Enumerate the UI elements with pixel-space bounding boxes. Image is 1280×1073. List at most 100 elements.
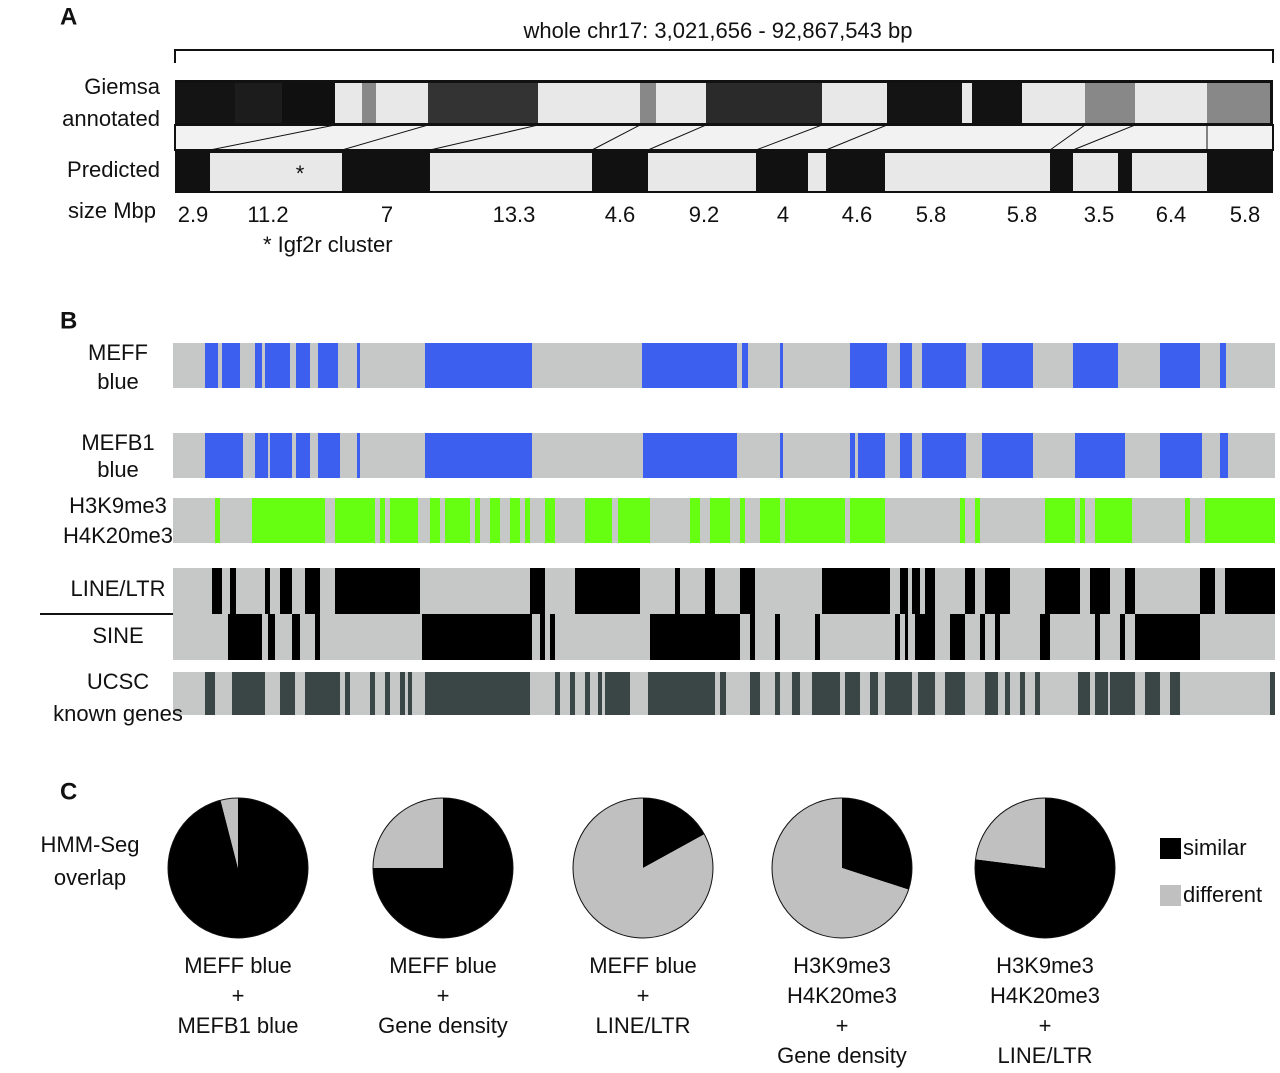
giemsa-band	[282, 83, 335, 123]
segment	[385, 672, 390, 715]
caption: +	[232, 983, 245, 1008]
segment	[1270, 672, 1275, 715]
segment	[1185, 498, 1190, 543]
pie-slice	[373, 798, 443, 868]
giemsa-band	[1135, 83, 1207, 123]
segment	[982, 343, 1033, 388]
segment	[995, 614, 1000, 660]
predicted-band	[430, 153, 592, 191]
segment	[792, 672, 800, 715]
giemsa-band	[335, 83, 362, 123]
segment	[985, 672, 998, 715]
segment	[222, 343, 240, 388]
segment	[280, 568, 292, 614]
predicted-band	[648, 153, 756, 191]
segment	[870, 672, 878, 715]
segment	[918, 672, 935, 715]
segment	[357, 343, 360, 388]
segment	[430, 498, 440, 543]
segment	[425, 433, 532, 478]
predicted-band	[885, 153, 1050, 191]
segment	[775, 672, 780, 715]
track-label: blue	[97, 457, 139, 482]
segment	[570, 672, 575, 715]
giemsa-band	[706, 83, 822, 123]
size-label: 5.8	[1007, 202, 1038, 227]
predicted-band	[1132, 153, 1207, 191]
segment	[922, 343, 966, 388]
segment	[255, 343, 262, 388]
segment	[205, 343, 218, 388]
connector	[1072, 124, 1136, 151]
pie-slice	[573, 798, 713, 938]
track-label: MEFB1	[81, 430, 154, 455]
size-label: 4.6	[605, 202, 636, 227]
segment	[740, 498, 745, 543]
segment	[252, 498, 325, 543]
giemsa-band	[1085, 83, 1135, 123]
segment	[1160, 343, 1200, 388]
segment	[605, 672, 630, 715]
track-label: H4K20me3	[63, 523, 173, 548]
segment	[230, 568, 236, 614]
caption: +	[437, 983, 450, 1008]
caption: MEFF blue	[389, 953, 497, 978]
segment	[335, 498, 375, 543]
segment	[845, 672, 860, 715]
segment	[780, 343, 783, 388]
segment	[760, 498, 780, 543]
segment	[370, 672, 375, 715]
row-label: Giemsa	[84, 74, 161, 99]
legend-swatch	[1160, 885, 1181, 906]
segment	[1160, 433, 1202, 478]
segment	[900, 433, 912, 478]
panel-title: whole chr17: 3,021,656 - 92,867,543 bp	[523, 18, 913, 43]
panel-label: A	[60, 3, 77, 30]
segment	[750, 672, 760, 715]
caption: MEFB1 blue	[177, 1013, 298, 1038]
connector	[429, 124, 539, 151]
segment	[1145, 672, 1160, 715]
segment	[1045, 498, 1075, 543]
giemsa-band	[376, 83, 428, 123]
track-label: H3K9me3	[69, 493, 167, 518]
caption: LINE/LTR	[998, 1043, 1093, 1068]
segment	[975, 498, 980, 543]
segment	[550, 614, 555, 660]
segment	[296, 343, 310, 388]
segment	[1075, 433, 1125, 478]
segment	[925, 568, 935, 614]
segment	[228, 614, 262, 660]
size-label: 11.2	[247, 202, 288, 227]
panel-label: C	[60, 778, 77, 805]
pie-outline	[974, 797, 1116, 939]
segment	[1225, 568, 1275, 614]
segment	[318, 343, 338, 388]
giemsa-band	[362, 83, 376, 123]
giemsa-band	[538, 83, 640, 123]
segment	[618, 498, 650, 543]
connector	[755, 124, 823, 151]
segment	[280, 672, 295, 715]
predicted-band	[1073, 153, 1118, 191]
segment	[1078, 672, 1090, 715]
track-label: SINE	[92, 623, 143, 648]
pie-slice	[842, 798, 912, 890]
segment	[650, 614, 740, 660]
segment	[720, 672, 726, 715]
segment	[675, 568, 680, 614]
segment	[912, 568, 920, 614]
segment	[232, 672, 265, 715]
giemsa-band	[175, 83, 235, 123]
segment	[422, 614, 532, 660]
segment	[555, 672, 560, 715]
segment	[982, 433, 1033, 478]
segment	[1095, 498, 1132, 543]
segment	[265, 343, 290, 388]
segment	[1205, 498, 1275, 543]
size-label: 9.2	[689, 202, 720, 227]
segment	[540, 614, 545, 660]
segment	[270, 433, 292, 478]
segment	[510, 498, 520, 543]
connector	[1049, 124, 1086, 151]
